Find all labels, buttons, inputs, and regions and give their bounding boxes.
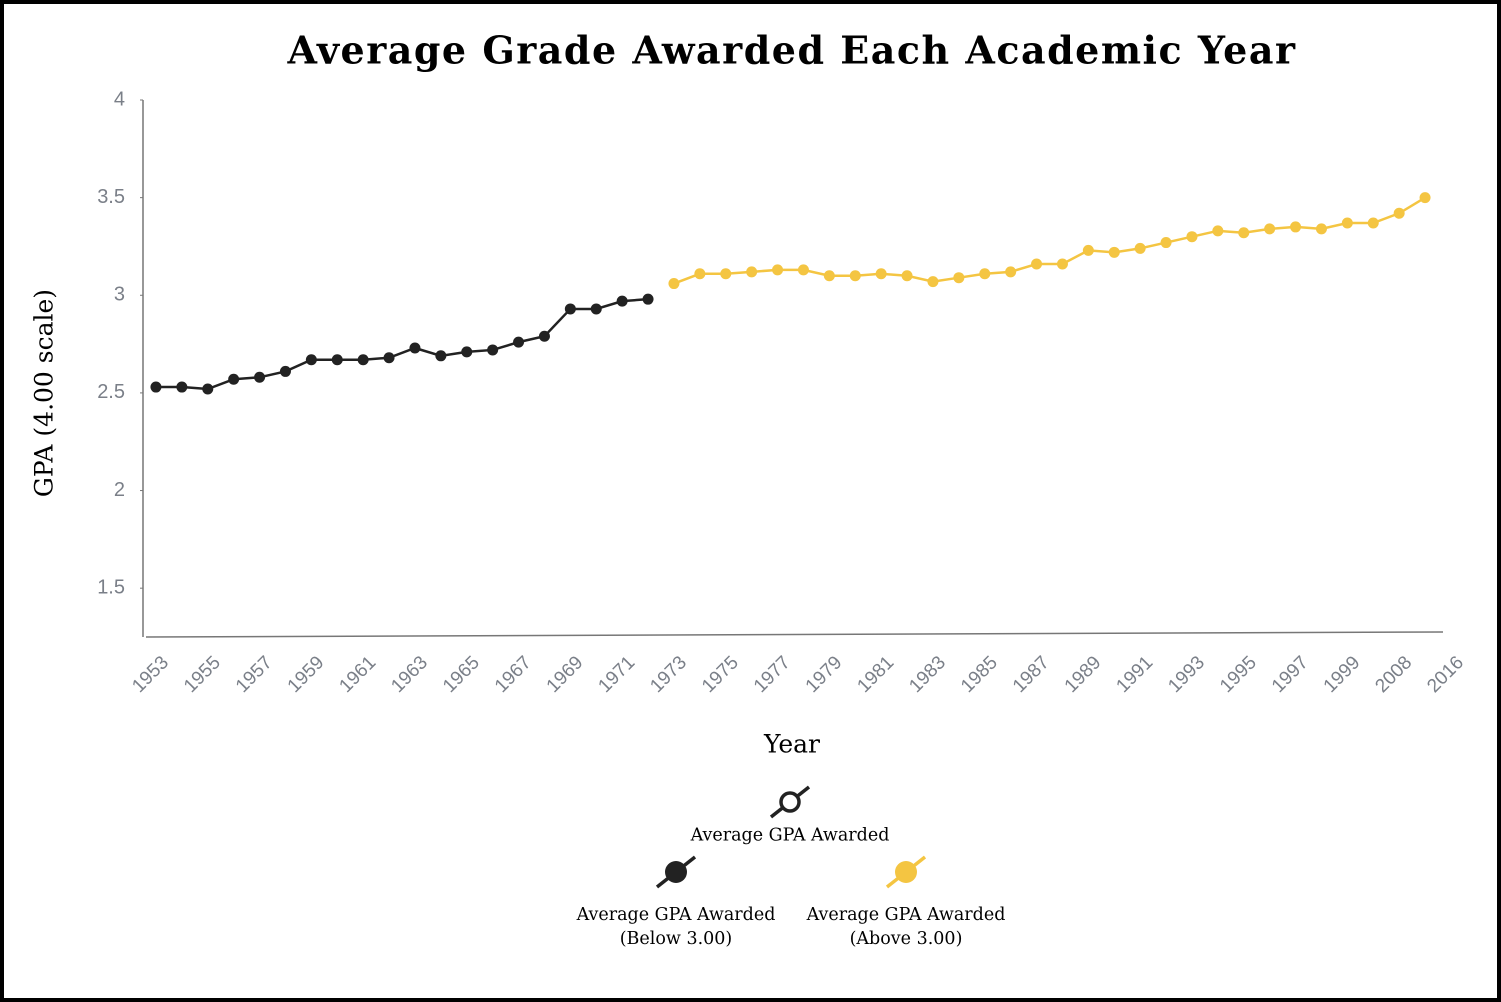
y-tick-label: 3.5 (97, 186, 125, 208)
data-point (1290, 221, 1302, 233)
data-point (772, 264, 784, 276)
data-point (435, 350, 447, 362)
x-axis-title: Year (763, 730, 820, 759)
data-point (202, 383, 214, 395)
data-point (668, 278, 680, 290)
data-point (305, 354, 317, 366)
y-tick-label: 4 (114, 88, 125, 110)
data-point (823, 270, 835, 282)
data-point (849, 270, 861, 282)
data-point (538, 330, 550, 342)
data-point (1134, 242, 1146, 254)
data-point (1315, 223, 1327, 235)
legend-item: Average GPA Awarded (Below 3.00) (576, 855, 776, 949)
data-point (564, 303, 576, 315)
legend-marker (779, 791, 801, 813)
y-tick-label: 2 (114, 479, 125, 501)
data-point (513, 336, 525, 348)
legend-marker (895, 861, 917, 883)
legend-item: Average GPA Awarded (Above 3.00) (806, 855, 1006, 949)
data-point (1160, 237, 1172, 249)
data-point (1212, 225, 1224, 237)
data-point (461, 346, 473, 358)
data-point (1056, 258, 1068, 270)
chart-title: Average Grade Awarded Each Academic Year (287, 28, 1297, 73)
data-point (1186, 231, 1198, 243)
data-point (927, 276, 939, 288)
data-point (1367, 217, 1379, 229)
data-point (694, 268, 706, 280)
data-point (357, 354, 369, 366)
data-point (1419, 192, 1431, 204)
y-tick-label: 3 (114, 284, 125, 306)
data-point (1031, 258, 1043, 270)
legend-label: Average GPA Awarded (Below 3.00) (576, 905, 776, 949)
data-point (901, 270, 913, 282)
data-point (176, 381, 188, 393)
data-point (1341, 217, 1353, 229)
y-axis-title: GPA (4.00 scale) (30, 289, 59, 497)
data-point (1108, 246, 1120, 258)
data-point (409, 342, 421, 354)
data-point (720, 268, 732, 280)
data-point (331, 354, 343, 366)
y-tick-label: 1.5 (97, 576, 125, 598)
data-point (254, 371, 266, 383)
legend-marker (665, 861, 687, 883)
legend-label: Average GPA Awarded (Above 3.00) (806, 905, 1006, 949)
data-point (953, 272, 965, 284)
x-axis (145, 631, 1444, 638)
legend-label: Average GPA Awarded (690, 826, 890, 846)
data-point (150, 381, 162, 393)
data-point (383, 352, 395, 364)
data-point (1264, 223, 1276, 235)
y-tick-label: 2.5 (97, 381, 125, 403)
data-point (875, 268, 887, 280)
data-point (746, 266, 758, 278)
data-point (487, 344, 499, 356)
data-point (228, 373, 240, 385)
data-point (1393, 207, 1405, 219)
data-point (1238, 227, 1250, 239)
data-point (1082, 244, 1094, 256)
data-point (616, 295, 628, 307)
data-point (279, 365, 291, 377)
data-point (590, 303, 602, 315)
data-point (979, 268, 991, 280)
data-point (1005, 266, 1017, 278)
legend-item: Average GPA Awarded (690, 785, 890, 846)
data-point (797, 264, 809, 276)
data-point (642, 293, 654, 305)
